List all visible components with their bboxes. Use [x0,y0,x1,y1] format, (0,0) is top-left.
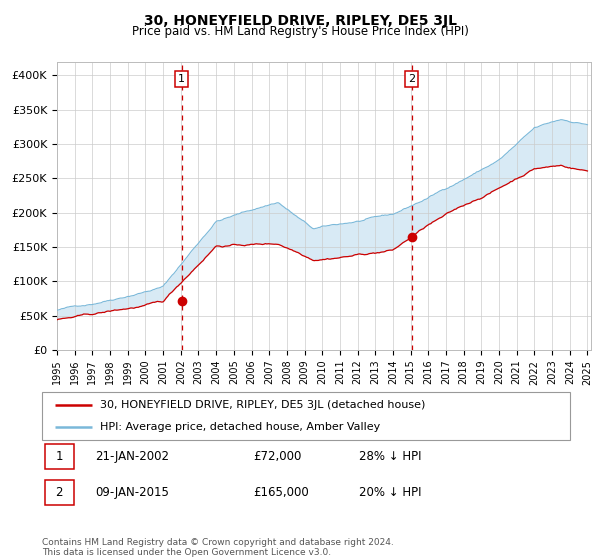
Text: 09-JAN-2015: 09-JAN-2015 [95,486,169,499]
Text: 30, HONEYFIELD DRIVE, RIPLEY, DE5 3JL: 30, HONEYFIELD DRIVE, RIPLEY, DE5 3JL [143,14,457,28]
Text: 2: 2 [55,486,63,499]
Text: Contains HM Land Registry data © Crown copyright and database right 2024.
This d: Contains HM Land Registry data © Crown c… [42,538,394,557]
Text: £72,000: £72,000 [253,450,302,463]
Text: 20% ↓ HPI: 20% ↓ HPI [359,486,421,499]
Text: 2: 2 [408,74,415,84]
Text: £165,000: £165,000 [253,486,309,499]
Text: 28% ↓ HPI: 28% ↓ HPI [359,450,421,463]
Text: 1: 1 [178,74,185,84]
Text: 21-JAN-2002: 21-JAN-2002 [95,450,169,463]
Bar [44,480,74,505]
Text: HPI: Average price, detached house, Amber Valley: HPI: Average price, detached house, Ambe… [100,422,380,432]
Text: 1: 1 [55,450,63,463]
Bar [44,444,74,469]
Text: Price paid vs. HM Land Registry's House Price Index (HPI): Price paid vs. HM Land Registry's House … [131,25,469,38]
Text: 30, HONEYFIELD DRIVE, RIPLEY, DE5 3JL (detached house): 30, HONEYFIELD DRIVE, RIPLEY, DE5 3JL (d… [100,400,425,410]
